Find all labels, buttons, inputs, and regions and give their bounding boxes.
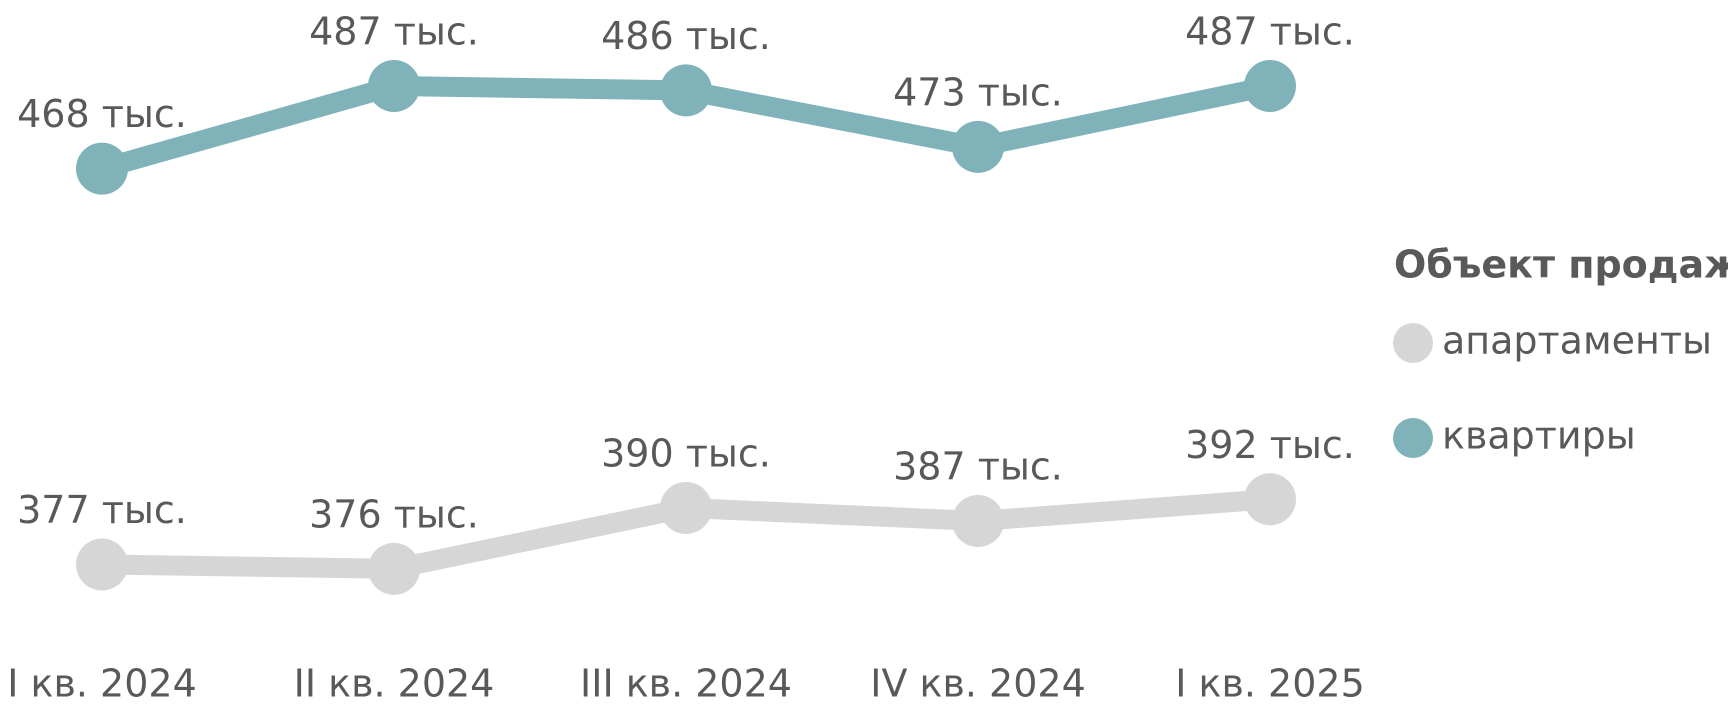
legend-marker (1393, 323, 1433, 363)
point (952, 120, 1004, 173)
data-label: 468 тыс. (17, 92, 187, 136)
data-label: 376 тыс. (309, 492, 479, 536)
legend-title: Объект продаж (1394, 243, 1728, 287)
point (1244, 473, 1296, 526)
point (952, 495, 1004, 547)
legend-marker (1393, 418, 1433, 458)
x-tick-label: III кв. 2024 (580, 662, 792, 706)
legend-label: апартаменты (1442, 319, 1712, 363)
data-label: 487 тыс. (309, 10, 479, 54)
point (368, 60, 420, 112)
legend-label: квартиры (1442, 414, 1636, 458)
point (660, 64, 712, 117)
point (76, 538, 128, 591)
point (368, 542, 420, 595)
x-tick-label: I кв. 2025 (1175, 662, 1365, 706)
data-label: 377 тыс. (17, 488, 187, 532)
data-label: 390 тыс. (601, 431, 771, 475)
data-label: 387 тыс. (893, 445, 1063, 489)
data-label: 487 тыс. (1185, 10, 1355, 54)
point (660, 481, 712, 534)
x-tick-label: IV кв. 2024 (870, 662, 1086, 706)
data-label: 486 тыс. (601, 14, 771, 58)
x-tick-label: I кв. 2024 (7, 662, 197, 706)
data-label: 473 тыс. (893, 70, 1063, 114)
point (76, 142, 128, 195)
data-label: 392 тыс. (1185, 423, 1355, 467)
x-tick-label: II кв. 2024 (294, 662, 495, 706)
point (1244, 60, 1296, 112)
